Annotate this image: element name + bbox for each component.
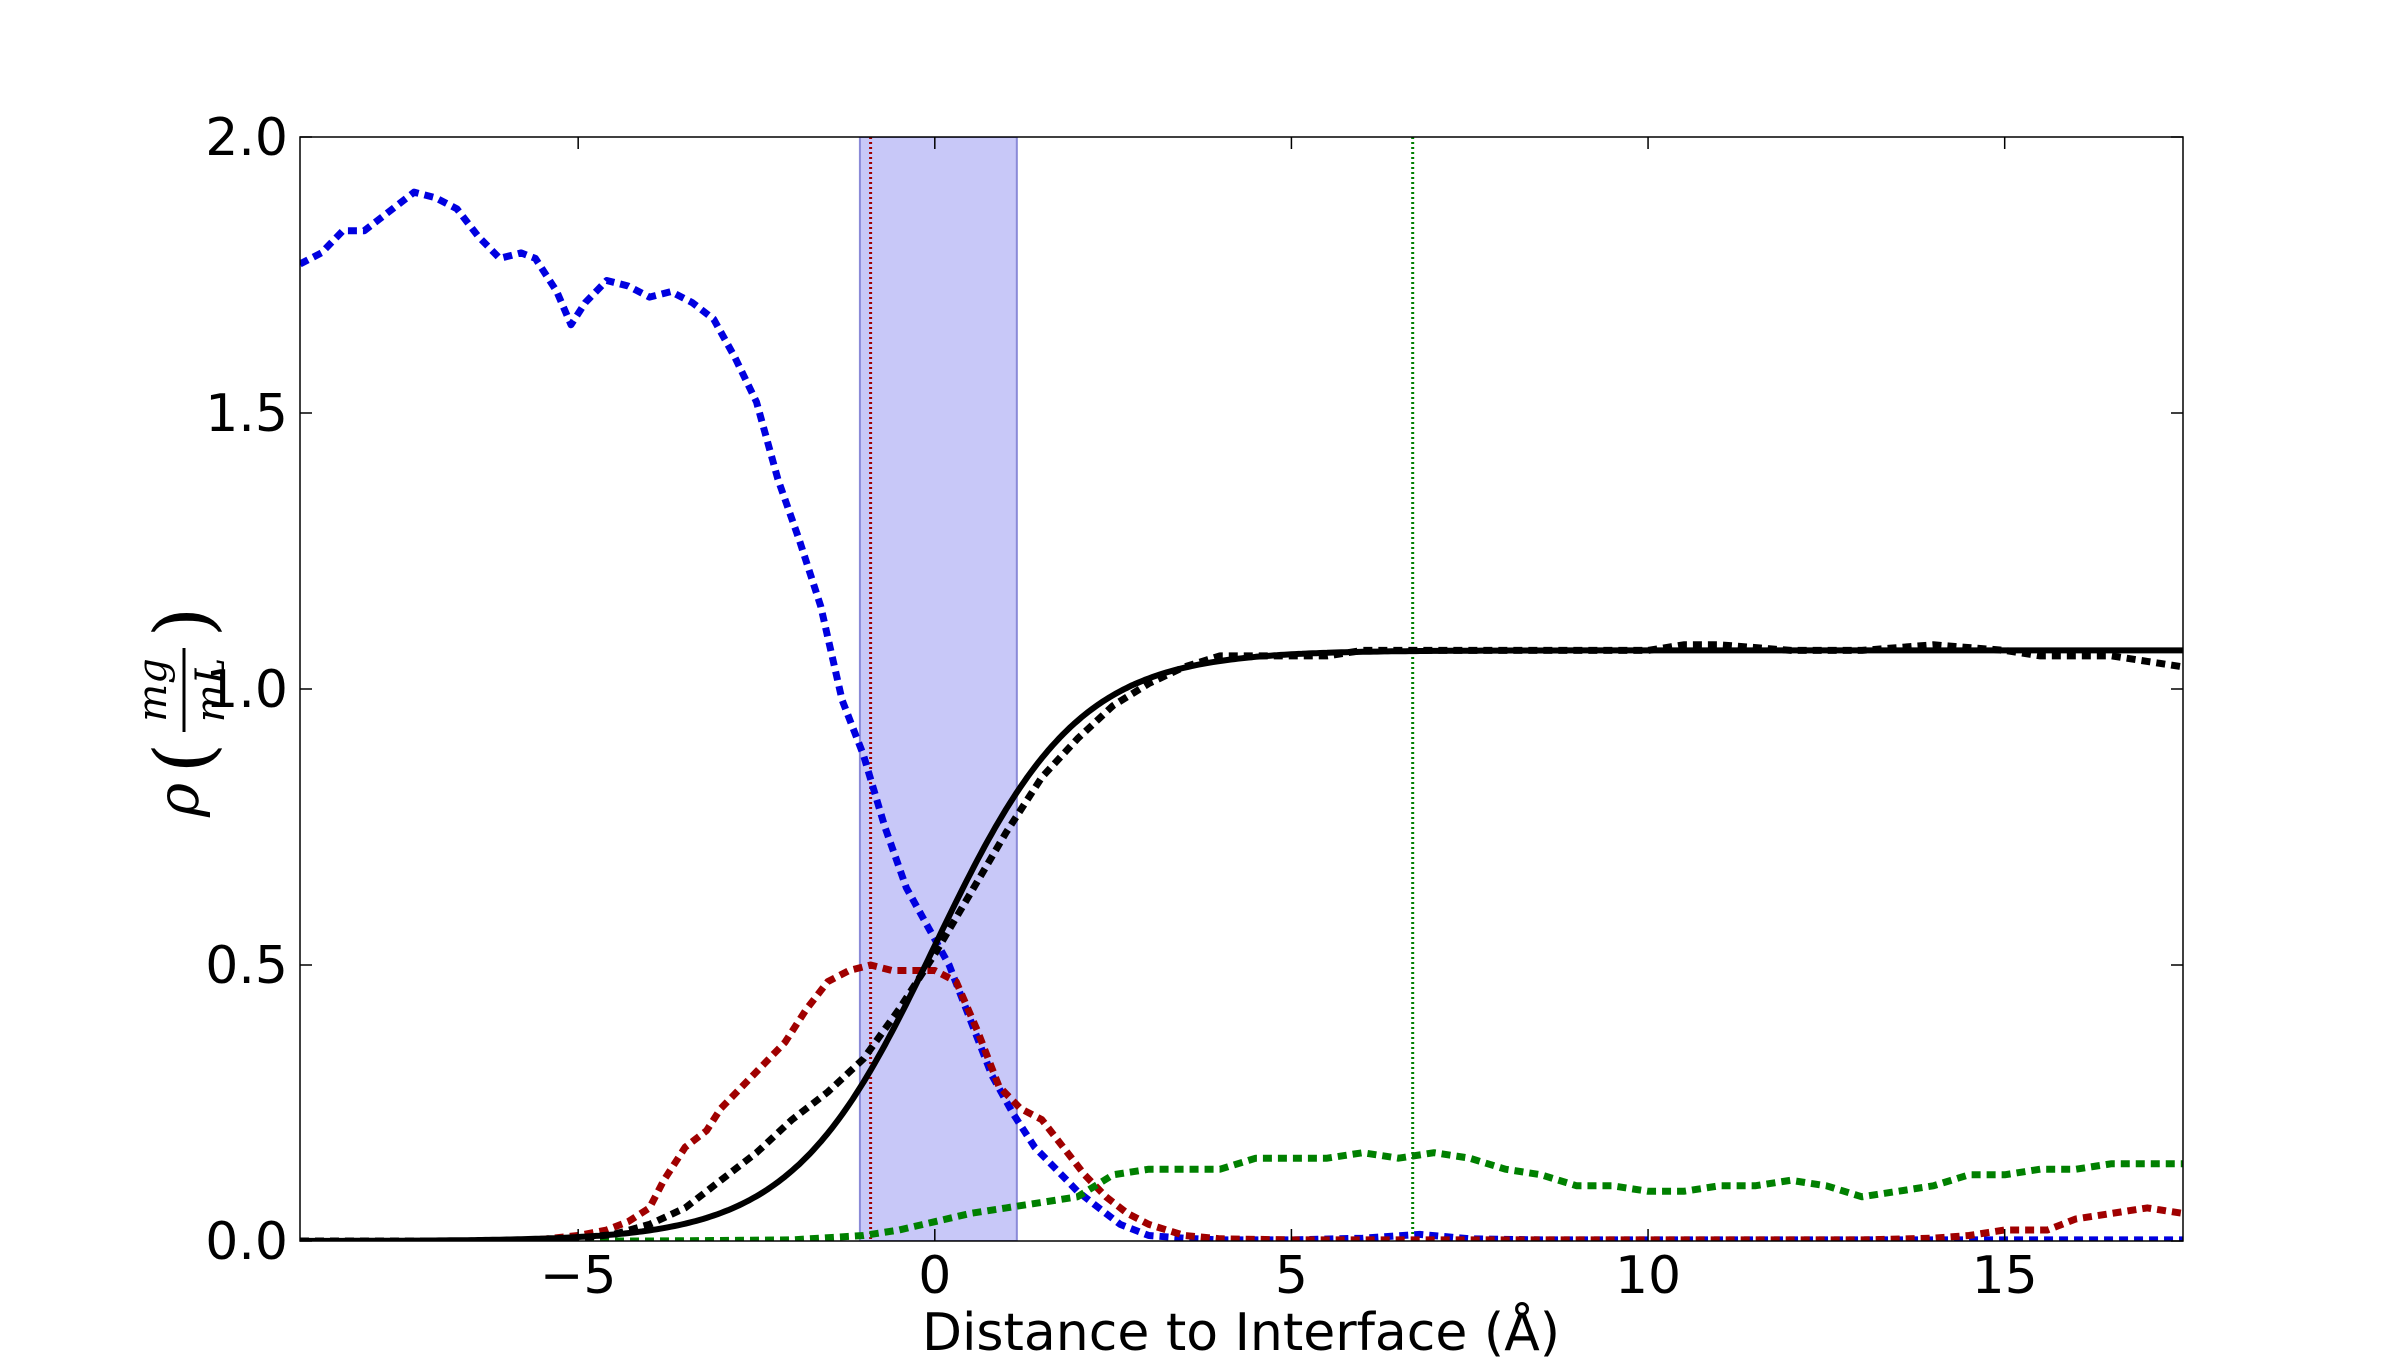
series-line-2 bbox=[300, 961, 2183, 1241]
y-axis-symbol: ρ bbox=[144, 783, 212, 818]
plot-frame bbox=[299, 136, 2184, 1242]
y-axis-unit-numerator: mg bbox=[130, 658, 176, 722]
y-axis-unit-denominator: mL bbox=[188, 658, 234, 723]
x-tick-label: 0 bbox=[918, 1246, 951, 1306]
y-axis-title: ρ ( mg mL ) bbox=[130, 607, 234, 818]
y-axis-paren-right: ) bbox=[139, 607, 229, 637]
interface-band-layer bbox=[858, 137, 1018, 1241]
x-tick-label: 10 bbox=[1615, 1246, 1681, 1306]
series-line-3 bbox=[300, 1149, 2183, 1241]
x-axis-title: Distance to Interface (Å) bbox=[922, 1301, 1560, 1363]
y-tick-label: 1.0 bbox=[205, 660, 288, 720]
tick-layer: −5 0 5 10 15 0.0 0.5 1.0 1.5 2.0 bbox=[205, 108, 2183, 1306]
series-line-4 bbox=[300, 641, 2183, 1241]
y-tick-label: 0.5 bbox=[205, 936, 288, 996]
y-tick-label: 0.0 bbox=[205, 1212, 288, 1272]
series-line-5 bbox=[300, 647, 2183, 1241]
y-tick-label: 1.5 bbox=[205, 384, 288, 444]
y-axis-paren-left: ( bbox=[139, 743, 229, 773]
x-tick-label: −5 bbox=[540, 1246, 617, 1306]
x-tick-label: 15 bbox=[1972, 1246, 2038, 1306]
marker-line-layer bbox=[869, 137, 1415, 1241]
series-line-1 bbox=[300, 188, 2183, 1241]
x-tick-label: 5 bbox=[1275, 1246, 1308, 1306]
y-tick-label: 2.0 bbox=[205, 108, 288, 168]
series-layer bbox=[300, 188, 2183, 1241]
interface-band bbox=[858, 137, 1018, 1241]
